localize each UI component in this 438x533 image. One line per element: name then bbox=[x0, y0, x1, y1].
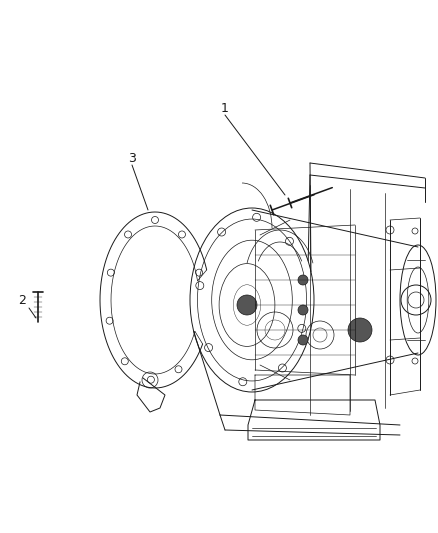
Text: 2: 2 bbox=[18, 294, 26, 306]
Ellipse shape bbox=[298, 305, 308, 315]
Text: 1: 1 bbox=[221, 101, 229, 115]
Text: 3: 3 bbox=[128, 151, 136, 165]
Ellipse shape bbox=[237, 295, 257, 315]
Ellipse shape bbox=[348, 318, 372, 342]
Ellipse shape bbox=[298, 275, 308, 285]
Ellipse shape bbox=[298, 335, 308, 345]
